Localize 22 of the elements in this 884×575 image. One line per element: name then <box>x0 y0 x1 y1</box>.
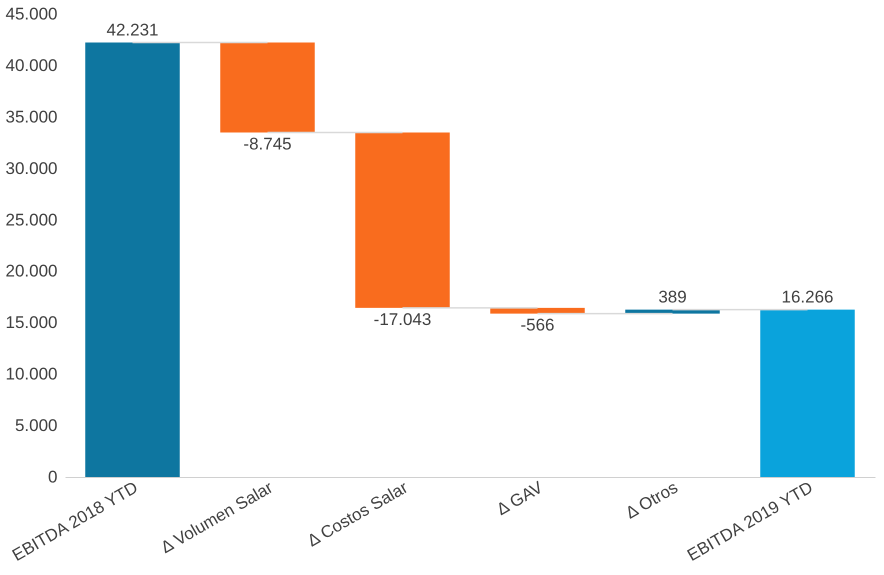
y-tick-label: 5.000 <box>14 416 58 436</box>
y-tick-label: 20.000 <box>6 262 58 281</box>
y-tick-label: 35.000 <box>6 107 58 126</box>
data-label: -8.745 <box>243 134 292 154</box>
y-tick-label: 30.000 <box>6 158 58 178</box>
bar <box>760 310 855 477</box>
x-tick-label: Δ Otros <box>622 478 681 523</box>
y-tick-label: 40.000 <box>6 56 58 75</box>
bar <box>220 42 315 132</box>
data-label: 42.231 <box>106 20 158 40</box>
data-label: -17.043 <box>374 310 432 329</box>
data-label: -566 <box>520 316 555 335</box>
bar <box>355 132 450 308</box>
y-tick-label: 15.000 <box>6 313 58 332</box>
y-tick-label: 0 <box>48 468 58 486</box>
y-tick-label: 10.000 <box>6 364 58 384</box>
data-label: 16.266 <box>782 288 834 307</box>
x-tick-label: Δ GAV <box>493 477 547 520</box>
y-tick-label: 45.000 <box>6 4 58 24</box>
data-label: 389 <box>658 288 687 307</box>
bar <box>85 42 180 477</box>
y-tick-label: 25.000 <box>6 210 58 230</box>
